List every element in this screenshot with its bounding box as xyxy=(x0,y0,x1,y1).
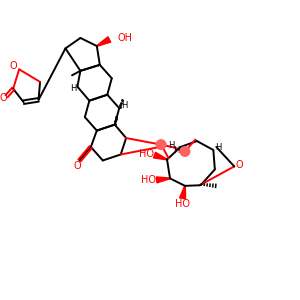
Text: O: O xyxy=(236,160,244,170)
Text: OH: OH xyxy=(117,33,132,43)
Polygon shape xyxy=(180,186,185,199)
Text: H: H xyxy=(215,143,222,152)
Text: H: H xyxy=(122,101,128,110)
Polygon shape xyxy=(156,177,170,183)
Circle shape xyxy=(180,147,190,156)
Polygon shape xyxy=(97,37,111,46)
Text: O: O xyxy=(73,161,81,171)
Text: H: H xyxy=(173,146,179,155)
Text: O: O xyxy=(10,61,18,71)
Text: HO: HO xyxy=(175,200,190,209)
Text: H: H xyxy=(70,84,76,93)
Text: O: O xyxy=(0,93,8,103)
Text: HO: HO xyxy=(141,175,156,185)
Polygon shape xyxy=(154,152,167,160)
Text: H: H xyxy=(168,141,174,150)
Text: HO: HO xyxy=(139,148,154,159)
Circle shape xyxy=(156,140,166,149)
